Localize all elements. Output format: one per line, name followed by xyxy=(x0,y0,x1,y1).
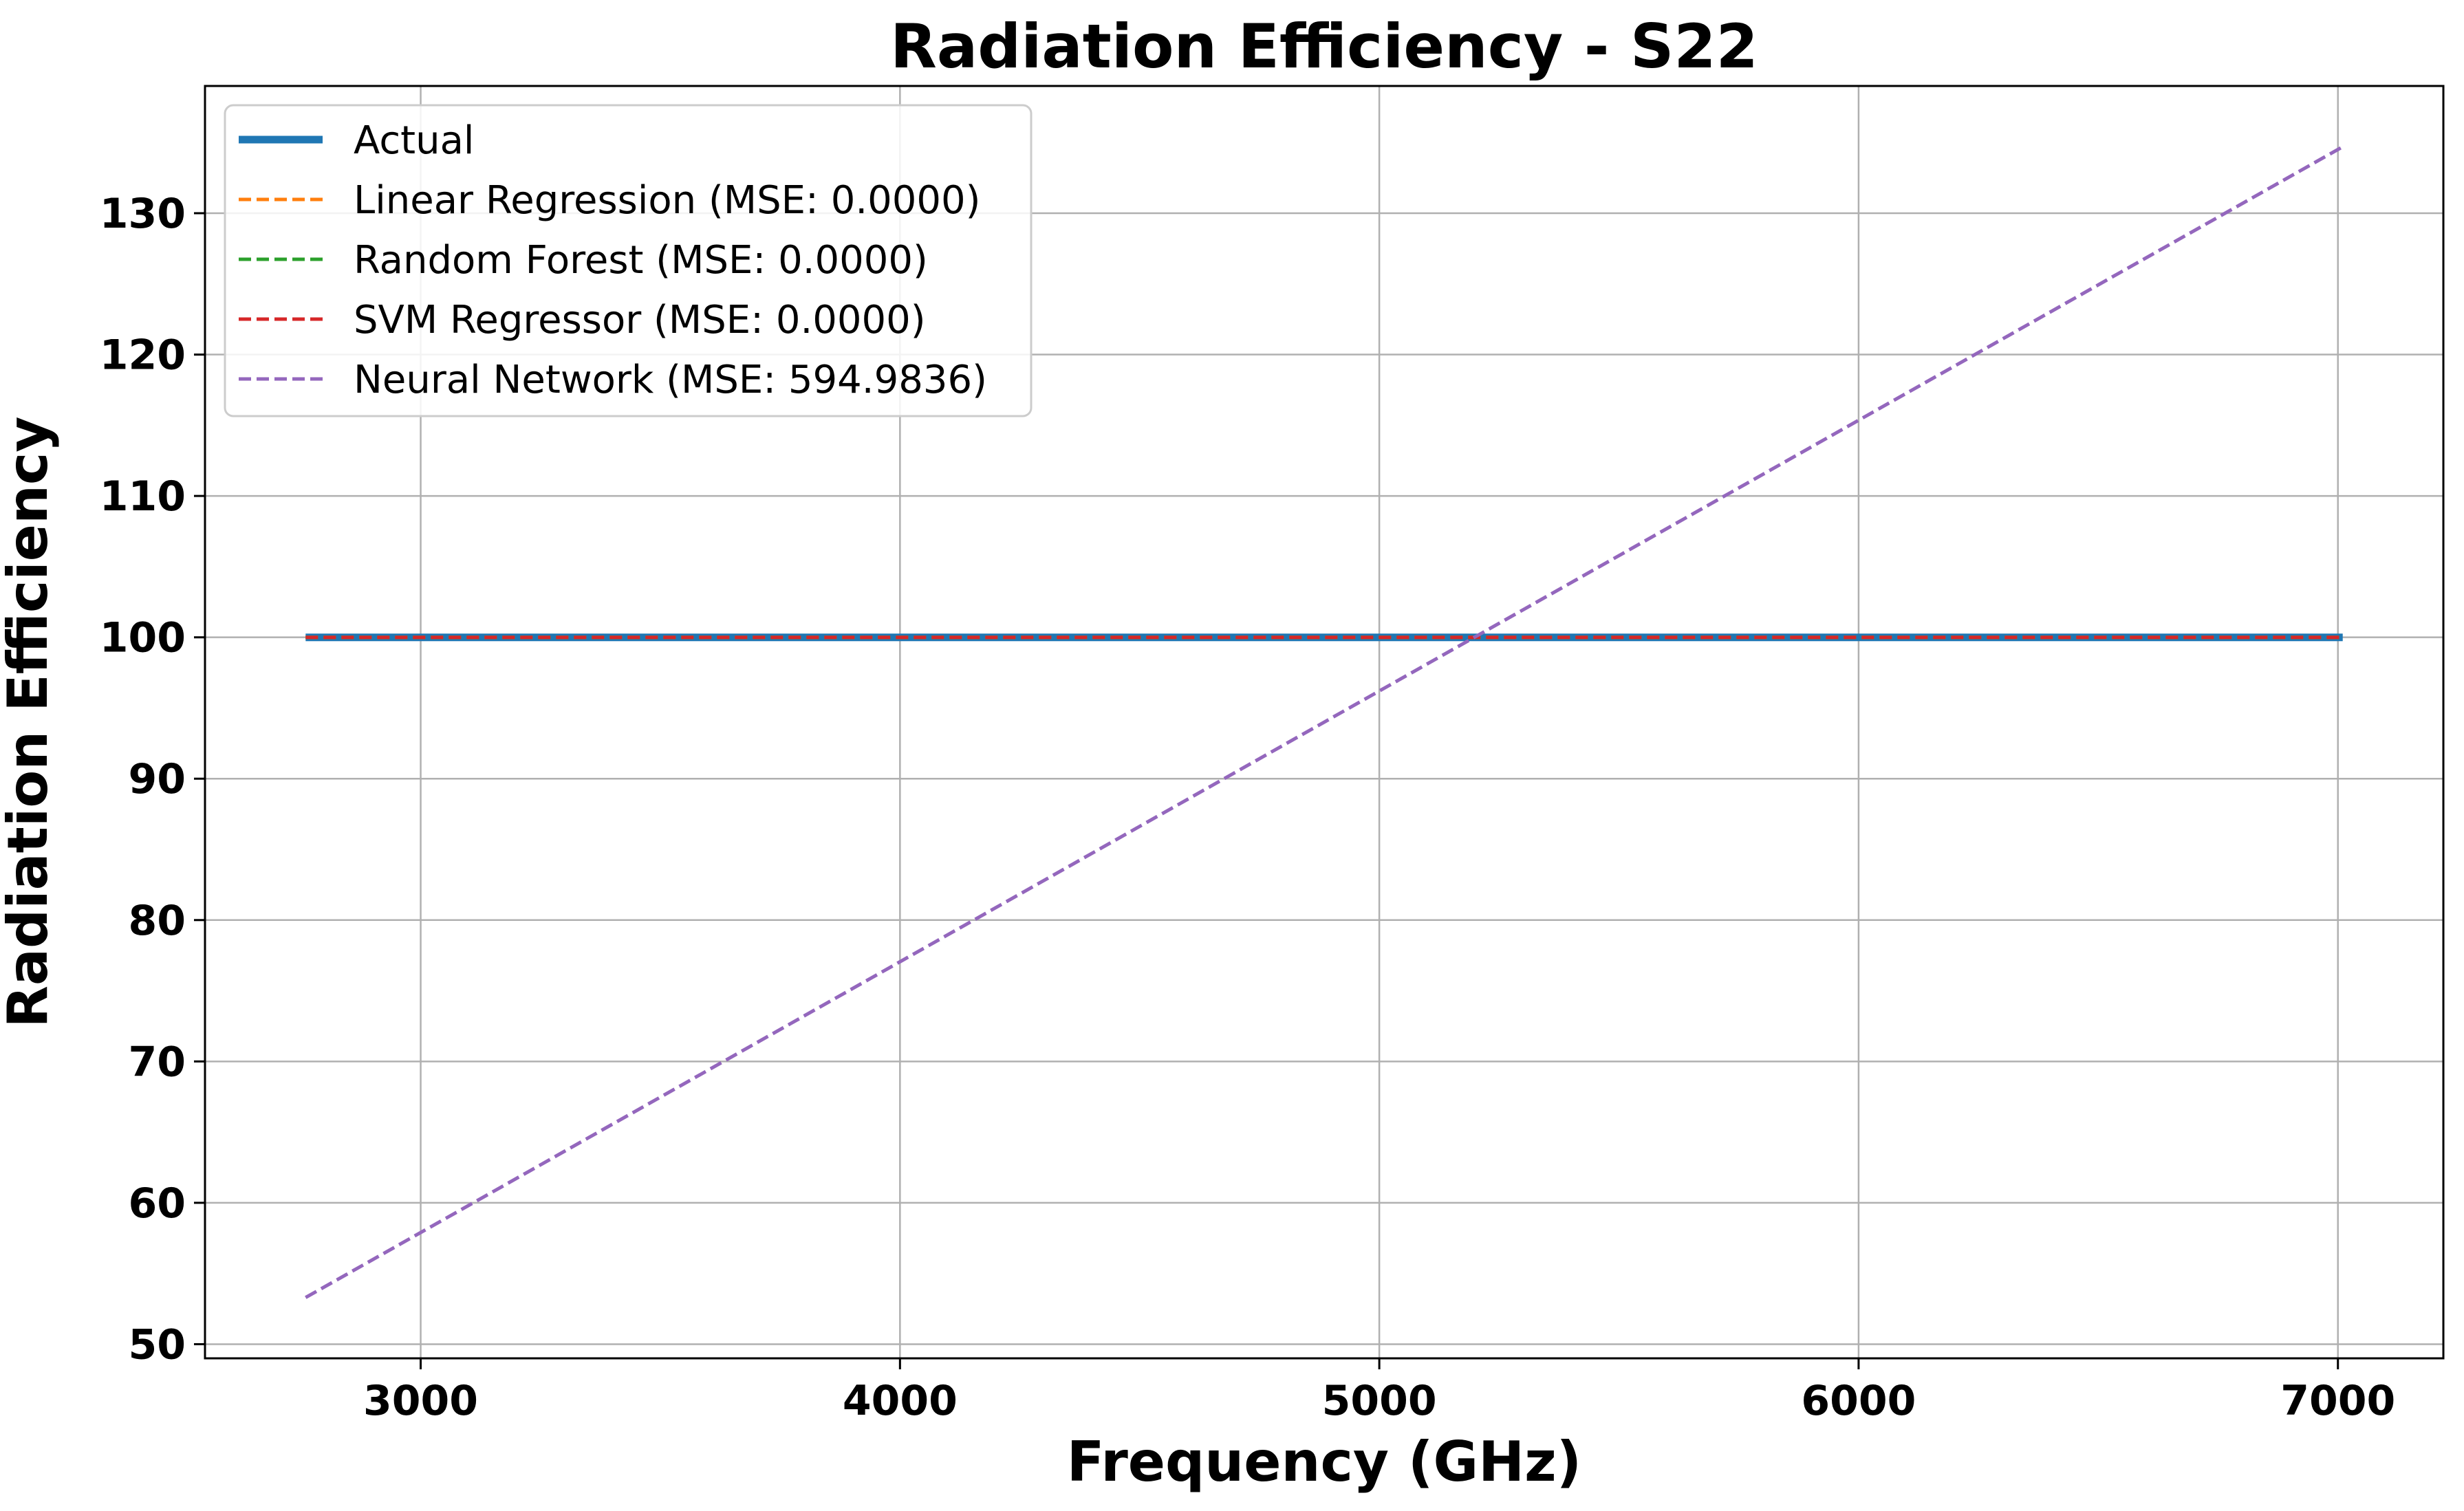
legend-label-actual: Actual xyxy=(354,118,474,163)
y-tick-label: 90 xyxy=(129,755,186,803)
legend: Actual Linear Regression (MSE: 0.0000) Ran… xyxy=(224,104,1033,417)
y-axis-label: Radiation Efficiency xyxy=(0,416,60,1028)
legend-label-linear-regression: Linear Regression (MSE: 0.0000) xyxy=(354,178,981,223)
y-tick-label: 80 xyxy=(129,897,186,945)
y-tick-label: 120 xyxy=(100,331,186,380)
y-tick-label: 130 xyxy=(100,190,186,238)
x-tick-label: 3000 xyxy=(363,1377,478,1425)
x-axis-label: Frequency (GHz) xyxy=(1067,1430,1581,1494)
y-tick-label: 110 xyxy=(100,472,186,521)
series-line-neural-network xyxy=(305,145,2344,1299)
x-tick-label: 7000 xyxy=(2280,1377,2395,1425)
x-tick-label: 5000 xyxy=(1322,1377,1437,1425)
plot-frame xyxy=(204,85,2445,1360)
legend-box xyxy=(224,104,1033,417)
legend-label-svm-regressor: SVM Regressor (MSE: 0.0000) xyxy=(354,298,926,343)
axis-ticks: 3000 4000 5000 6000 7000 50 60 70 80 90 100 110 120 1… xyxy=(100,190,2395,1425)
series-lines xyxy=(305,145,2344,1299)
y-tick-label: 70 xyxy=(129,1038,186,1086)
x-tick-label: 6000 xyxy=(1801,1377,1916,1425)
legend-label-neural-network: Neural Network (MSE: 594.9836) xyxy=(354,358,987,402)
y-tick-label: 60 xyxy=(129,1180,186,1228)
y-tick-label: 50 xyxy=(129,1320,186,1369)
x-tick-label: 4000 xyxy=(843,1377,958,1425)
legend-label-random-forest: Random Forest (MSE: 0.0000) xyxy=(354,238,928,283)
y-tick-label: 100 xyxy=(100,614,186,662)
chart-title: Radiation Efficiency - S22 xyxy=(890,11,1758,82)
